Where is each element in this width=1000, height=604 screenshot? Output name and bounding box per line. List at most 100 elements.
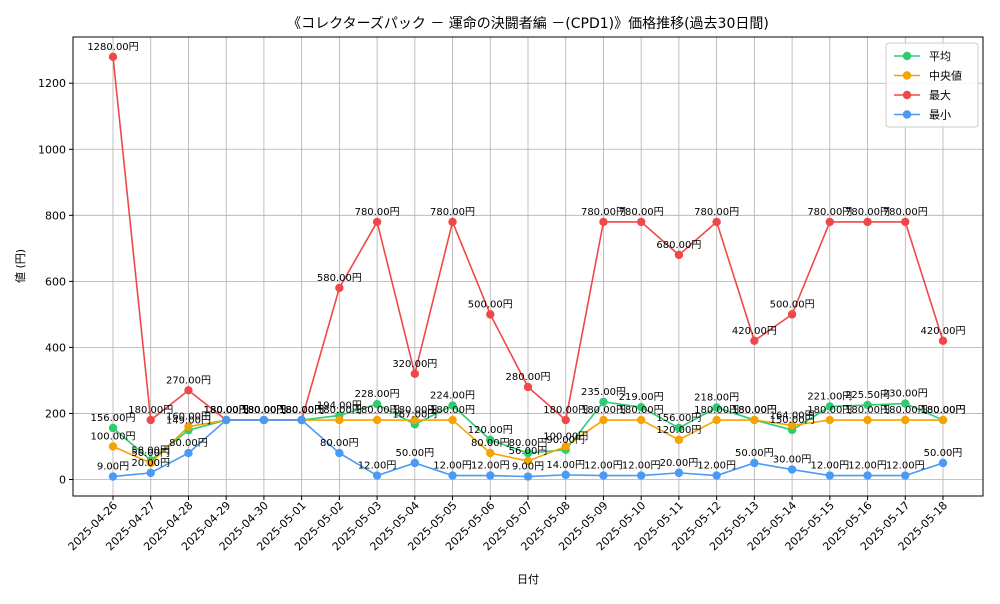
data-point [259, 415, 269, 425]
data-label: 221.00円 [807, 392, 852, 403]
data-label: 270.00円 [166, 375, 211, 386]
data-label: 225.50円 [845, 390, 890, 401]
data-point [108, 423, 118, 433]
data-point [825, 217, 835, 227]
y-tick-label: 400 [45, 341, 66, 354]
data-label: 180.00円 [921, 405, 966, 416]
data-point [938, 458, 948, 468]
data-label: 100.00円 [91, 431, 136, 442]
data-point [863, 415, 872, 425]
data-label: 20.00円 [131, 458, 170, 469]
data-label: 180.00円 [732, 405, 777, 416]
data-point [674, 423, 684, 433]
data-label: 80.00円 [509, 438, 548, 449]
data-label: 780.00円 [581, 207, 626, 218]
data-label: 500.00円 [770, 299, 815, 310]
data-point [523, 382, 533, 392]
data-label: 12.00円 [848, 461, 887, 472]
data-label: 180.00円 [430, 405, 475, 416]
data-point [523, 472, 533, 481]
y-tick-label: 1200 [38, 77, 66, 90]
data-point [636, 402, 646, 412]
data-label: 224.00円 [430, 391, 475, 402]
data-point [901, 399, 910, 408]
data-point [599, 415, 608, 425]
data-label: 80.00円 [169, 438, 208, 449]
data-point [486, 471, 495, 480]
data-label: 180.00円 [355, 405, 400, 416]
data-point [901, 471, 910, 480]
data-label: 9.00円 [512, 462, 544, 473]
data-point [146, 458, 155, 468]
data-point [221, 415, 231, 425]
data-label: 100.00円 [543, 431, 588, 442]
data-point [448, 401, 457, 410]
data-label: 580.00円 [317, 273, 362, 284]
data-label: 219.00円 [619, 392, 664, 403]
data-label: 180.00円 [883, 405, 928, 416]
data-label: 218.00円 [694, 393, 739, 404]
data-label: 164.00円 [770, 410, 815, 421]
data-label: 56.00円 [509, 446, 548, 457]
data-label: 420.00円 [921, 326, 966, 337]
data-point [561, 470, 570, 480]
data-point [825, 402, 835, 411]
data-label: 180.00円 [279, 405, 324, 416]
data-label: 180.00円 [732, 405, 777, 416]
data-label: 180.00円 [241, 405, 286, 416]
data-point [825, 471, 835, 480]
legend-label: 平均 [929, 50, 951, 63]
data-label: 235.00円 [581, 387, 626, 398]
legend-marker [902, 51, 912, 61]
data-point [335, 415, 344, 425]
data-point [184, 422, 193, 431]
data-label: 180.00円 [279, 405, 324, 416]
data-label: 120.00円 [656, 425, 701, 436]
data-point [108, 442, 118, 451]
y-tick-label: 200 [45, 407, 66, 420]
data-point [448, 415, 457, 425]
data-label: 180.00円 [204, 405, 249, 416]
data-label: 230.00円 [883, 389, 928, 400]
data-label: 156.00円 [656, 413, 701, 424]
data-point [863, 471, 872, 480]
data-point [674, 435, 684, 445]
data-point [938, 336, 948, 345]
data-point [636, 217, 646, 227]
data-label: 156.00円 [91, 413, 136, 424]
data-point [787, 310, 797, 319]
y-tick-label: 800 [45, 209, 66, 222]
data-point [561, 442, 570, 451]
data-label: 180.00円 [317, 405, 362, 416]
data-label: 180.00円 [128, 405, 173, 416]
data-point [486, 448, 495, 458]
data-label: 9.00円 [97, 462, 129, 473]
data-label: 167.00円 [392, 409, 437, 420]
data-point [599, 397, 608, 407]
data-label: 12.00円 [622, 461, 661, 472]
data-point [184, 448, 193, 458]
data-label: 50.00円 [131, 448, 170, 459]
data-label: 12.00円 [810, 461, 849, 472]
data-label: 160.00円 [166, 412, 211, 423]
data-point [599, 217, 608, 227]
data-point [938, 415, 948, 425]
data-label: 90.00円 [546, 435, 585, 446]
data-label: 20.00円 [660, 458, 699, 469]
data-label: 180.00円 [204, 405, 249, 416]
data-point [448, 217, 457, 227]
data-label: 180.00円 [543, 405, 588, 416]
data-point [372, 471, 382, 480]
series-layer [108, 52, 948, 481]
y-tick-label: 600 [45, 275, 66, 288]
data-point [146, 468, 155, 478]
legend-marker [902, 110, 912, 119]
data-point [184, 386, 193, 395]
data-label: 780.00円 [619, 207, 664, 218]
data-label: 149.00円 [166, 415, 211, 426]
data-point [599, 471, 608, 480]
y-tick-label: 0 [59, 473, 66, 486]
